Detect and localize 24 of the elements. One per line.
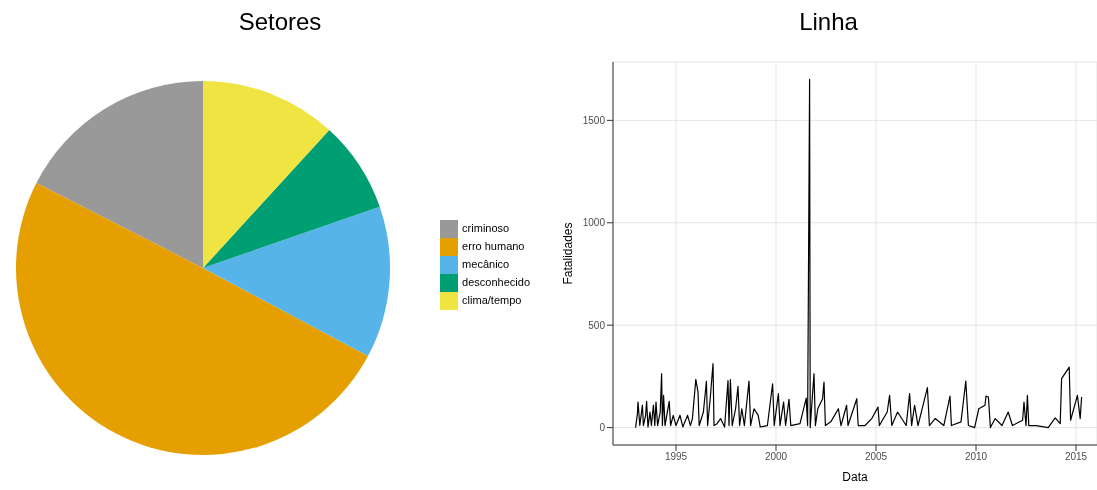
pie-slice bbox=[203, 206, 390, 357]
chart-title: Linha bbox=[798, 8, 859, 36]
pie-slice bbox=[203, 130, 380, 268]
x-tick-label: 2000 bbox=[764, 451, 788, 463]
legend-label: criminoso bbox=[462, 221, 510, 234]
legend-label: clima/tempo bbox=[462, 293, 522, 306]
y-tick-label: 1500 bbox=[582, 114, 606, 126]
line-series bbox=[635, 78, 1083, 429]
y-axis-title: Fatalidades bbox=[561, 222, 576, 285]
x-tick-label: 2010 bbox=[964, 451, 988, 463]
legend-label: erro humano bbox=[462, 239, 525, 252]
pie-slice bbox=[16, 183, 368, 455]
x-axis-title: Data bbox=[842, 470, 868, 484]
chart-title: Setores bbox=[237, 8, 323, 36]
pie-slice bbox=[203, 81, 330, 268]
x-tick-label: 1995 bbox=[664, 451, 688, 463]
legend-label: desconhecido bbox=[462, 275, 530, 288]
y-tick-label: 500 bbox=[588, 319, 606, 331]
y-tick-label: 0 bbox=[599, 422, 606, 434]
x-tick-label: 2005 bbox=[864, 451, 888, 463]
pie-slice bbox=[36, 81, 203, 268]
x-tick-label: 2015 bbox=[1064, 451, 1088, 463]
legend-label: mecânico bbox=[462, 257, 510, 270]
y-tick-label: 1000 bbox=[582, 217, 606, 229]
